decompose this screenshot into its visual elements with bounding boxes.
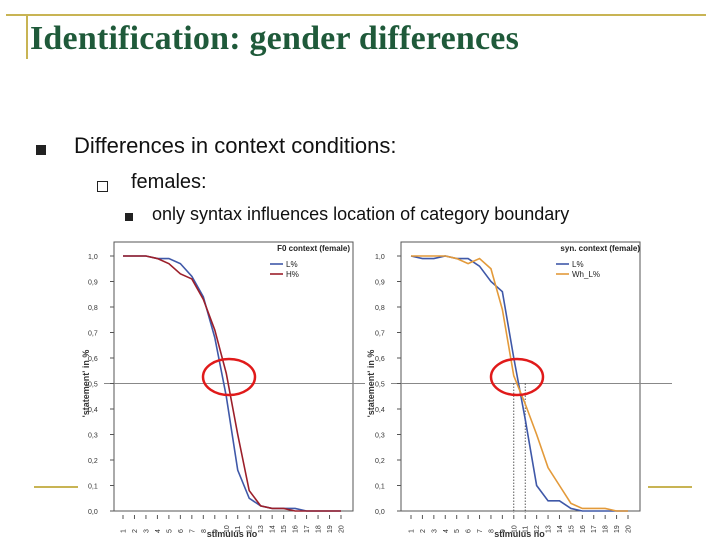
y-tick-label: 1,0 bbox=[375, 254, 385, 261]
x-axis-label: stimulus no bbox=[494, 529, 545, 539]
x-tick-label: 10 bbox=[511, 525, 518, 533]
y-tick-label: 0,0 bbox=[375, 509, 385, 516]
legend-label: L% bbox=[286, 260, 298, 269]
legend-label: Wh_L% bbox=[572, 270, 600, 279]
x-tick-label: 8 bbox=[488, 529, 495, 533]
y-tick-label: 0,2 bbox=[375, 458, 385, 465]
bullet-hollow-square-icon bbox=[97, 181, 108, 192]
y-tick-label: 0,2 bbox=[88, 458, 98, 465]
x-tick-label: 5 bbox=[166, 529, 173, 533]
x-tick-label: 20 bbox=[339, 525, 346, 533]
plot-frame bbox=[113, 241, 354, 512]
x-tick-label: 11 bbox=[523, 526, 530, 533]
y-axis-label: 'statement' in % bbox=[366, 350, 376, 418]
x-tick-label: 18 bbox=[316, 525, 323, 533]
x-tick-label: 6 bbox=[178, 529, 185, 533]
bullet-text-level1: Differences in context conditions: bbox=[74, 133, 397, 158]
x-tick-label: 6 bbox=[466, 529, 473, 533]
legend-label: H% bbox=[286, 270, 299, 279]
frame-left-line bbox=[26, 14, 28, 59]
x-tick-label: 3 bbox=[431, 529, 438, 533]
frame-top-line bbox=[6, 14, 706, 16]
y-tick-label: 0,4 bbox=[88, 407, 98, 414]
x-tick-label: 17 bbox=[304, 525, 311, 533]
x-tick-label: 19 bbox=[327, 525, 334, 533]
chart-title: F0 context (female) bbox=[277, 244, 350, 253]
y-tick-label: 0,1 bbox=[88, 484, 98, 491]
y-tick-label: 0,6 bbox=[375, 356, 385, 363]
x-tick-label: 8 bbox=[201, 529, 208, 533]
frame-bottom-right-line bbox=[648, 486, 692, 488]
chart-title: syn. context (female) bbox=[560, 244, 640, 253]
x-tick-label: 12 bbox=[534, 525, 541, 533]
x-tick-label: 18 bbox=[603, 525, 610, 533]
x-tick-label: 2 bbox=[132, 529, 139, 533]
legend-label: L% bbox=[572, 260, 584, 269]
highlight-circle bbox=[489, 357, 545, 397]
x-tick-label: 16 bbox=[580, 525, 587, 533]
x-tick-label: 7 bbox=[189, 529, 196, 533]
chart-2: 0,00,10,20,30,40,50,60,70,80,91,01 2 3 4 5 6 7… bbox=[366, 241, 672, 539]
x-tick-label: 15 bbox=[281, 525, 288, 533]
highlight-circle bbox=[201, 357, 257, 397]
chart-1: 0,00,10,20,30,40,50,60,70,80,91,01 2 3 4 5 6 7… bbox=[81, 241, 365, 539]
x-tick-label: 4 bbox=[443, 529, 450, 533]
x-tick-label: 19 bbox=[614, 525, 621, 533]
series-line-Wh_L bbox=[411, 255, 628, 512]
y-tick-label: 0,3 bbox=[375, 433, 385, 440]
x-tick-label: 17 bbox=[591, 525, 598, 533]
bullet-text-level2: females: bbox=[131, 171, 207, 193]
x-tick-label: 4 bbox=[155, 529, 162, 533]
y-tick-label: 0,8 bbox=[375, 305, 385, 312]
x-tick-label: 15 bbox=[568, 525, 575, 533]
x-tick-label: 13 bbox=[258, 525, 265, 533]
y-tick-label: 0,7 bbox=[375, 331, 385, 338]
frame-bottom-left-line bbox=[34, 486, 78, 488]
y-tick-label: 0,1 bbox=[375, 484, 385, 491]
x-tick-label: 14 bbox=[270, 525, 277, 533]
x-tick-label: 16 bbox=[293, 525, 300, 533]
x-axis-label: stimulus no bbox=[207, 529, 258, 539]
x-tick-label: 14 bbox=[557, 525, 564, 533]
y-tick-label: 0,6 bbox=[88, 356, 98, 363]
y-tick-label: 0,9 bbox=[375, 280, 385, 287]
slide-title: Identification: gender differences bbox=[30, 20, 520, 57]
x-tick-label: 3 bbox=[143, 529, 150, 533]
y-tick-label: 0,9 bbox=[88, 280, 98, 287]
x-tick-label: 10 bbox=[224, 525, 231, 533]
bullet-text-level3: only syntax influences location of categ… bbox=[152, 204, 570, 224]
y-tick-label: 0,5 bbox=[375, 382, 385, 389]
x-tick-label: 20 bbox=[626, 525, 633, 533]
x-tick-label: 1 bbox=[121, 529, 128, 533]
y-tick-label: 0,5 bbox=[88, 382, 98, 389]
bullet-square-small-icon bbox=[125, 213, 133, 221]
x-tick-label: 12 bbox=[247, 525, 254, 533]
y-axis-label: 'statement' in % bbox=[81, 350, 91, 418]
y-tick-label: 0,0 bbox=[88, 509, 98, 516]
plot-frame bbox=[400, 241, 641, 512]
y-tick-label: 0,3 bbox=[88, 433, 98, 440]
y-tick-label: 1,0 bbox=[88, 254, 98, 261]
x-tick-label: 9 bbox=[212, 529, 219, 533]
y-tick-label: 0,8 bbox=[88, 305, 98, 312]
x-tick-label: 11 bbox=[235, 526, 242, 533]
y-tick-label: 0,7 bbox=[88, 331, 98, 338]
x-tick-label: 1 bbox=[409, 529, 416, 533]
x-tick-label: 13 bbox=[546, 525, 553, 533]
x-tick-label: 5 bbox=[454, 529, 461, 533]
x-tick-label: 2 bbox=[420, 529, 427, 533]
x-tick-label: 9 bbox=[500, 529, 507, 533]
x-tick-label: 7 bbox=[477, 529, 484, 533]
bullet-square-icon bbox=[36, 145, 46, 155]
y-tick-label: 0,4 bbox=[375, 407, 385, 414]
series-line-H bbox=[123, 255, 341, 512]
